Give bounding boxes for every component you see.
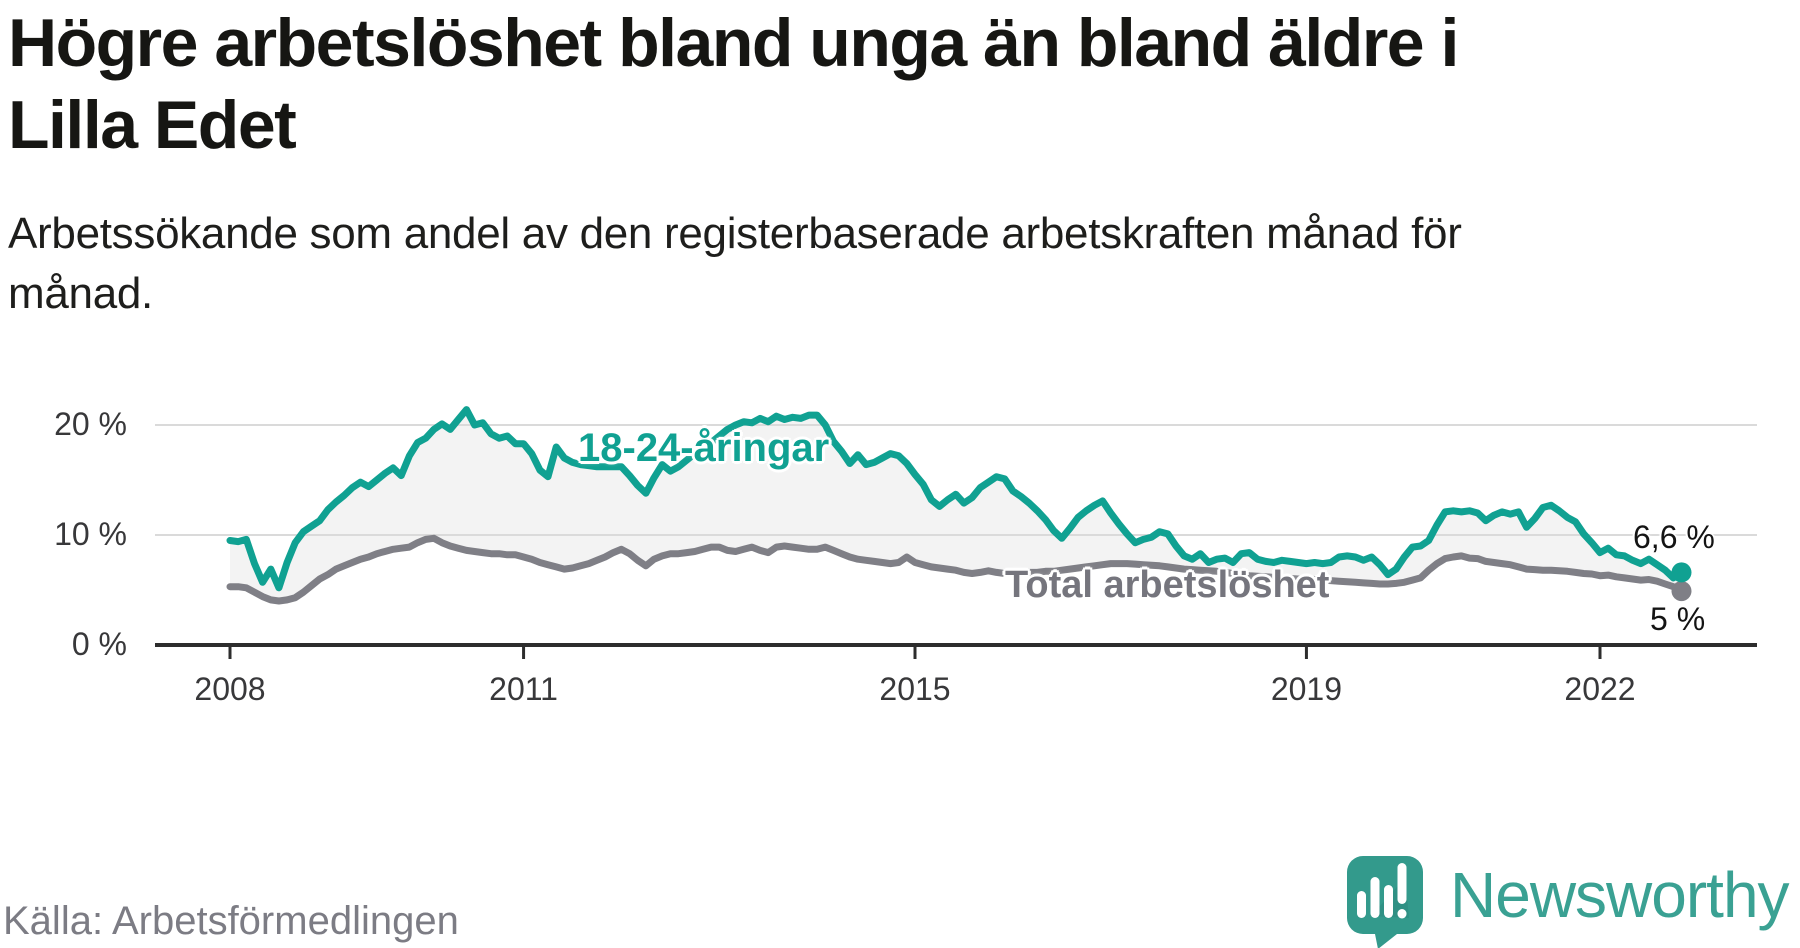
y-tick-label: 10 % bbox=[54, 516, 127, 552]
title-line-2: Lilla Edet bbox=[8, 87, 297, 163]
total-end-value-label: 5 % bbox=[1650, 601, 1706, 637]
x-tick-label: 2015 bbox=[879, 671, 951, 707]
source-note: Källa: Arbetsförmedlingen bbox=[3, 899, 459, 943]
x-tick-label: 2022 bbox=[1564, 671, 1636, 707]
gridlines bbox=[155, 424, 1757, 536]
brand-name: Newsworthy bbox=[1450, 859, 1790, 931]
y-tick-label: 20 % bbox=[54, 406, 127, 442]
chart-subtitle: Arbetssökande som andel av den registerb… bbox=[8, 204, 1462, 324]
fill-between-area bbox=[230, 409, 1682, 601]
x-axis-ticks bbox=[228, 645, 1602, 659]
subtitle-line-2: månad. bbox=[8, 269, 153, 318]
logo-bars bbox=[1357, 863, 1407, 919]
youth-series-label: 18-24-åringar bbox=[578, 426, 830, 470]
youth-series-end-dot bbox=[1671, 562, 1692, 583]
x-tick-label: 2008 bbox=[194, 671, 266, 707]
total-unemployment-line bbox=[226, 534, 1685, 605]
newsworthy-logo-icon bbox=[1347, 856, 1423, 948]
x-tick-label: 2011 bbox=[489, 671, 558, 707]
page-title: Högre arbetslöshet bland unga än bland ä… bbox=[8, 2, 1459, 166]
y-tick-label: 0 % bbox=[71, 626, 127, 662]
total-series-end-dot bbox=[1671, 581, 1692, 602]
youth-unemployment-line bbox=[226, 406, 1685, 592]
subtitle-line-1: Arbetssökande som andel av den registerb… bbox=[8, 209, 1462, 258]
title-line-1: Högre arbetslöshet bland unga än bland ä… bbox=[8, 5, 1459, 81]
total-series-label: Total arbetslöshet bbox=[1005, 564, 1330, 606]
x-tick-label: 2019 bbox=[1270, 671, 1343, 707]
youth-end-value-label: 6,6 % bbox=[1633, 519, 1715, 555]
